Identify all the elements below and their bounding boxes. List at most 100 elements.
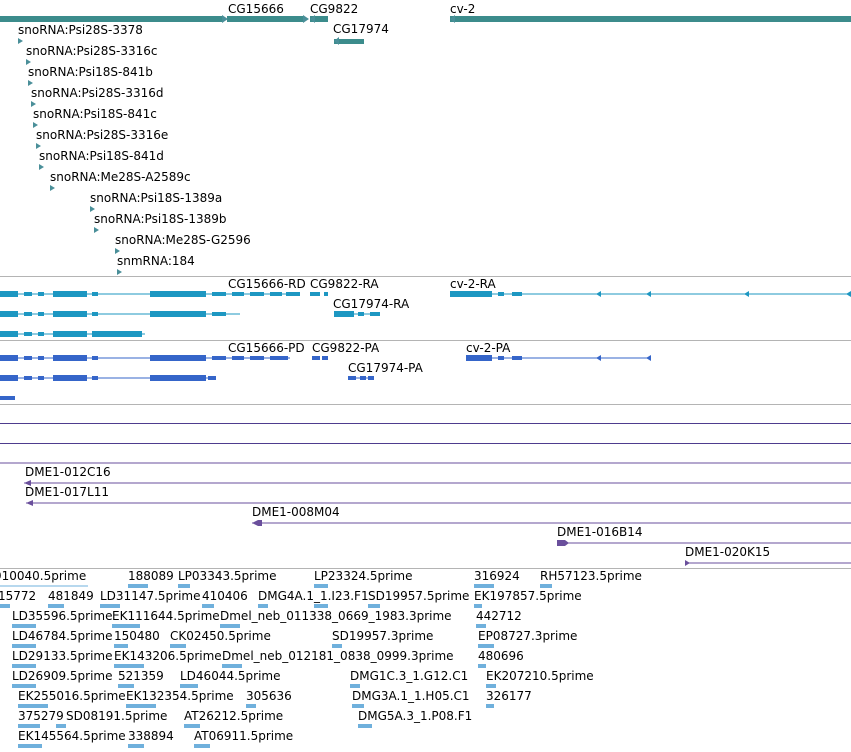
gene-label-cv2[interactable]: cv-2: [450, 2, 476, 16]
snorna-label[interactable]: snoRNA:Psi28S-3316d: [31, 86, 164, 100]
est-label[interactable]: EK207210.5prime: [486, 669, 594, 683]
track-separator: [0, 340, 851, 341]
est-label[interactable]: LD35596.5prime: [12, 609, 113, 623]
snorna-label[interactable]: snoRNA:Psi18S-841d: [39, 149, 164, 163]
bac-label[interactable]: DME1-020K15: [685, 545, 771, 559]
est-label[interactable]: 15772: [0, 589, 37, 603]
est-label[interactable]: SD19957.5prime: [368, 589, 470, 603]
est-label[interactable]: AT06911.5prime: [194, 729, 294, 743]
est-label[interactable]: AT26212.5prime: [184, 709, 284, 723]
snorna-label[interactable]: snoRNA:Me28S-A2589c: [50, 170, 191, 184]
est-label[interactable]: 480696: [478, 649, 524, 663]
transcript-label-cv2-ra[interactable]: cv-2-RA: [450, 277, 496, 291]
est-label[interactable]: LD31147.5prime: [100, 589, 201, 603]
gene-bar-cg9822[interactable]: [310, 16, 328, 22]
bac-label[interactable]: DME1-016B14: [557, 525, 643, 539]
est-label[interactable]: 442712: [476, 609, 522, 623]
bac-label[interactable]: DME1-012C16: [25, 465, 111, 479]
transcript-label-cg9822-ra[interactable]: CG9822-RA: [310, 277, 379, 291]
snorna-arrow-icon: [26, 59, 31, 65]
est-label[interactable]: 410406: [202, 589, 248, 603]
est-label[interactable]: Dmel_neb_011338_0669_1983.3prime: [220, 609, 452, 623]
est-label[interactable]: 305636: [246, 689, 292, 703]
est-label[interactable]: LP03343.5prime: [178, 569, 277, 583]
est-label[interactable]: EK143206.5prime: [114, 649, 222, 663]
snorna-arrow-icon: [18, 38, 23, 44]
est-label[interactable]: EK255016.5prime: [18, 689, 126, 703]
bac-label[interactable]: DME1-008M04: [252, 505, 340, 519]
gene-label-cg17974[interactable]: CG17974: [333, 22, 389, 36]
snorna-arrow-icon: [50, 185, 55, 191]
snorna-arrow-icon: [36, 143, 41, 149]
est-label[interactable]: 150480: [114, 629, 160, 643]
est-label[interactable]: LD26909.5prime: [12, 669, 113, 683]
snorna-label[interactable]: snoRNA:Psi28S-3378: [18, 23, 143, 37]
track-separator: [0, 404, 851, 405]
est-label[interactable]: 326177: [486, 689, 532, 703]
protein-label-cv2-pa[interactable]: cv-2-PA: [466, 341, 511, 355]
snorna-arrow-icon: [117, 269, 122, 275]
est-label[interactable]: 481849: [48, 589, 94, 603]
snorna-arrow-icon: [33, 122, 38, 128]
est-label[interactable]: 910040.5prime: [0, 569, 87, 583]
snorna-label[interactable]: snoRNA:Psi28S-3316e: [36, 128, 169, 142]
est-label[interactable]: 338894: [128, 729, 174, 743]
est-label[interactable]: SD19957.3prime: [332, 629, 434, 643]
est-label[interactable]: LP23324.5prime: [314, 569, 413, 583]
snorna-label[interactable]: snoRNA:Psi18S-1389a: [90, 191, 223, 205]
gene-bar-cg17974[interactable]: [334, 39, 364, 44]
snorna-arrow-icon: [39, 164, 44, 170]
snorna-label[interactable]: snoRNA:Psi18S-1389b: [94, 212, 227, 226]
snorna-label[interactable]: snoRNA:Psi28S-3316c: [26, 44, 158, 58]
snorna-label[interactable]: snoRNA:Me28S-G2596: [115, 233, 251, 247]
protein-label-cg9822-pa[interactable]: CG9822-PA: [312, 341, 380, 355]
gene-label-cg9822[interactable]: CG9822: [310, 2, 359, 16]
snorna-label[interactable]: snoRNA:Psi18S-841c: [33, 107, 157, 121]
est-label[interactable]: EK145564.5prime: [18, 729, 126, 743]
est-label[interactable]: RH57123.5prime: [540, 569, 642, 583]
est-label[interactable]: LD29133.5prime: [12, 649, 113, 663]
est-label[interactable]: EP08727.3prime: [478, 629, 578, 643]
est-label[interactable]: 375279: [18, 709, 64, 723]
genomic-line: [0, 423, 851, 424]
est-label[interactable]: EK197857.5prime: [474, 589, 582, 603]
est-label[interactable]: EK132354.5prime: [126, 689, 234, 703]
est-label[interactable]: DMG1C.3_1.G12.C1: [350, 669, 469, 683]
est-label[interactable]: DMG3A.1_1.H05.C1: [352, 689, 470, 703]
est-label[interactable]: EK111644.5prime: [112, 609, 220, 623]
est-label[interactable]: LD46044.5prime: [180, 669, 281, 683]
bac-track: DME1-012C16 DME1-017L11 DME1-008M04 DME1…: [0, 461, 851, 567]
bac-label[interactable]: DME1-017L11: [25, 485, 109, 499]
snorna-arrow-icon: [94, 227, 99, 233]
est-label[interactable]: 316924: [474, 569, 520, 583]
est-label[interactable]: DMG4A.1_1.I23.F1: [258, 589, 369, 603]
protein-label-cg17974-pa[interactable]: CG17974-PA: [348, 361, 423, 375]
est-label[interactable]: Dmel_neb_012181_0838_0999.3prime: [222, 649, 454, 663]
snorna-label[interactable]: snmRNA:184: [117, 254, 195, 268]
est-label[interactable]: 188089: [128, 569, 174, 583]
transcript-glyphs: [0, 291, 851, 337]
transcript-label-cg17974-ra[interactable]: CG17974-RA: [333, 297, 410, 311]
est-label[interactable]: LD46784.5prime: [12, 629, 113, 643]
bac-glyphs: [0, 462, 851, 566]
transcript-track: CG15666-RD CG9822-RA CG17974-RA cv-2-RA: [0, 277, 851, 340]
gene-label-cg15666[interactable]: CG15666: [228, 2, 284, 16]
gene-arrow-icon: [310, 15, 315, 23]
snorna-arrows: [18, 15, 455, 275]
gene-bar-left[interactable]: [0, 16, 222, 22]
gene-arrow-icon: [450, 15, 455, 23]
track-separator: [0, 568, 851, 569]
snorna-label[interactable]: snoRNA:Psi18S-841b: [28, 65, 153, 79]
est-label[interactable]: DMG5A.3_1.P08.F1: [358, 709, 473, 723]
est-label[interactable]: 521359: [118, 669, 164, 683]
protein-label-cg15666-pd[interactable]: CG15666-PD: [228, 341, 305, 355]
gene-bar-cg15666[interactable]: [227, 16, 303, 22]
transcript-label-cg15666-rd[interactable]: CG15666-RD: [228, 277, 306, 291]
est-label[interactable]: CK02450.5prime: [170, 629, 271, 643]
est-glyphs: [0, 584, 552, 748]
gene-bar-cv2[interactable]: [450, 16, 851, 22]
gene-arrow-icon: [222, 15, 228, 23]
protein-glyphs: [0, 355, 651, 400]
est-label[interactable]: SD08191.5prime: [66, 709, 168, 723]
